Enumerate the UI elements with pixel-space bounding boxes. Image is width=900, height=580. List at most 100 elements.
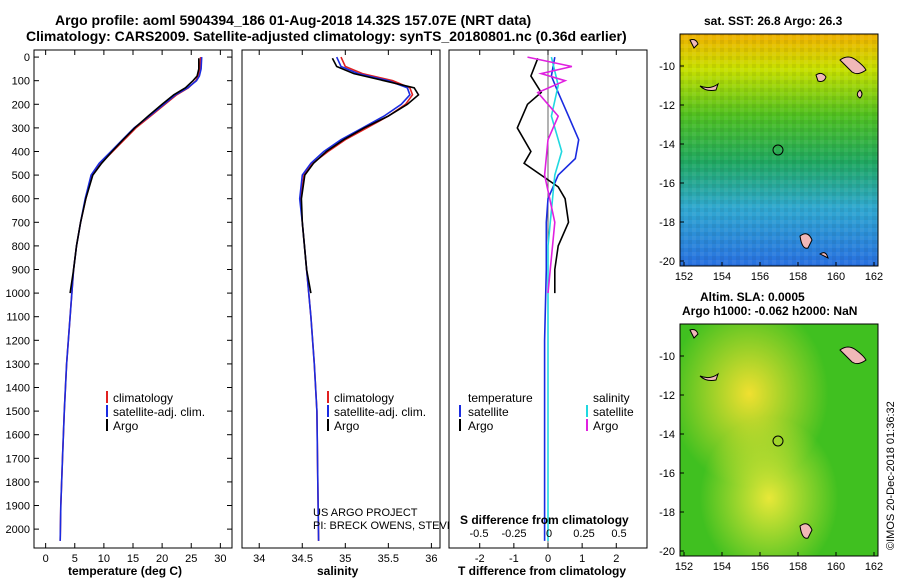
lat-tick-label: -12 bbox=[659, 100, 675, 112]
lon-tick-label: 158 bbox=[789, 271, 807, 283]
lat-tick-label: -10 bbox=[659, 61, 675, 73]
s-difference-label: S difference from climatology bbox=[460, 513, 629, 527]
depth-tick-label: 500 bbox=[12, 170, 30, 182]
depth-axis: 0 100 200 300 400 500 600 700 800 900 1000 1100 1200… bbox=[6, 52, 647, 536]
s-diff-tick-label: -0.5 bbox=[470, 528, 489, 540]
sst-map-title: sat. SST: 26.8 Argo: 26.3 bbox=[704, 14, 843, 28]
x-tick-label: 35.5 bbox=[378, 553, 399, 565]
depth-tick-label: 1400 bbox=[6, 383, 30, 395]
x-tick-label: 35 bbox=[339, 553, 351, 565]
legend-climatology-label: climatology bbox=[334, 391, 394, 405]
x-tick-label: 1 bbox=[579, 553, 585, 565]
s-diff-tick-label: 0.5 bbox=[611, 528, 626, 540]
x-tick-label: 30 bbox=[214, 553, 226, 565]
lat-tick-label: -10 bbox=[659, 351, 675, 363]
x-tick-label: -2 bbox=[475, 553, 485, 565]
lon-tick-label: 152 bbox=[675, 561, 693, 573]
x-tick-label: 25 bbox=[185, 553, 197, 565]
legend-argo-label: Argo bbox=[334, 419, 360, 433]
sst-map-frame bbox=[679, 33, 879, 267]
depth-tick-label: 1900 bbox=[6, 501, 30, 513]
lon-tick-label: 156 bbox=[751, 561, 769, 573]
sla-field-high2 bbox=[680, 324, 878, 556]
depth-tick-label: 200 bbox=[12, 99, 30, 111]
s-difference-axis: -0.5 -0.25 0 0.25 0.5 bbox=[470, 528, 627, 540]
depth-tick-label: 1200 bbox=[6, 335, 30, 347]
series-argo bbox=[69, 58, 200, 294]
temperature-series bbox=[59, 57, 203, 541]
depth-tick-label: 2000 bbox=[6, 524, 30, 536]
series-argo bbox=[300, 57, 420, 294]
lon-tick-label: 160 bbox=[827, 271, 845, 283]
depth-tick-label: 0 bbox=[24, 52, 30, 64]
x-tick-label: 0 bbox=[545, 553, 551, 565]
imos-watermark: ©IMOS 20-Dec-2018 01:36:32 bbox=[885, 401, 897, 550]
sst-argo-location-marker bbox=[772, 144, 784, 156]
salinity-panel: 34 34.5 35 35.5 36 salinity climatology sate… bbox=[241, 49, 570, 578]
sla-map-title1: Altim. SLA: 0.0005 bbox=[700, 290, 805, 304]
x-tick-label: -1 bbox=[509, 553, 519, 565]
depth-tick-label: 1600 bbox=[6, 430, 30, 442]
series-salinity-argo bbox=[527, 56, 573, 294]
lon-tick-label: 158 bbox=[789, 561, 807, 573]
salinity-plot-frame bbox=[241, 49, 441, 549]
salinity-series bbox=[298, 56, 420, 541]
depth-tick-label: 400 bbox=[12, 146, 30, 158]
x-tick-label: 34.5 bbox=[292, 553, 313, 565]
temperature-panel: 0100200300400500600700800900100011001200… bbox=[6, 49, 647, 578]
lon-tick-label: 156 bbox=[751, 271, 769, 283]
depth-tick-label: 800 bbox=[12, 241, 30, 253]
lat-tick-label: -12 bbox=[659, 390, 675, 402]
series-salinity-satellite bbox=[547, 56, 563, 541]
legend-temp-argo-label: Argo bbox=[468, 419, 494, 433]
x-tick-label: 15 bbox=[127, 553, 139, 565]
lat-tick-label: -14 bbox=[659, 429, 675, 441]
salinity-legend: climatology satellite-adj. clim. Argo bbox=[327, 391, 426, 433]
lon-tick-label: 154 bbox=[713, 271, 731, 283]
lat-tick-label: -20 bbox=[659, 546, 675, 558]
legend-climatology-label: climatology bbox=[113, 391, 173, 405]
sla-map-frame bbox=[679, 323, 879, 557]
legend-temperature-heading: temperature bbox=[468, 391, 533, 405]
depth-tick-label: 1800 bbox=[6, 477, 30, 489]
depth-tick-label: 1100 bbox=[6, 312, 30, 324]
depth-tick-label: 100 bbox=[12, 76, 30, 88]
depth-tick-label: 1500 bbox=[6, 406, 30, 418]
temperature-x-axis: 0 5 10 15 20 25 30 bbox=[43, 50, 226, 565]
legend-sal-satellite-label: satellite bbox=[593, 405, 634, 419]
s-diff-tick-label: 0.25 bbox=[573, 528, 594, 540]
depth-tick-label: 1700 bbox=[6, 453, 30, 465]
lon-tick-label: 160 bbox=[827, 561, 845, 573]
sla-map: Altim. SLA: 0.0005 Argo h1000: -0.062 h2… bbox=[659, 290, 883, 573]
depth-tick-label: 700 bbox=[12, 217, 30, 229]
difference-panel: -2 -1 0 1 2 T difference from climatology S … bbox=[448, 49, 648, 578]
lat-tick-label: -18 bbox=[659, 507, 675, 519]
lon-tick-label: 152 bbox=[675, 271, 693, 283]
legend-satellite-label: satellite-adj. clim. bbox=[334, 405, 426, 419]
lon-tick-label: 154 bbox=[713, 561, 731, 573]
depth-tick-label: 1300 bbox=[6, 359, 30, 371]
lat-tick-label: -16 bbox=[659, 468, 675, 480]
difference-series bbox=[516, 50, 580, 548]
temperature-plot-frame bbox=[33, 49, 233, 549]
depth-tick-label: 1000 bbox=[6, 288, 30, 300]
lat-tick-label: -18 bbox=[659, 217, 675, 229]
sst-field-texture bbox=[680, 34, 878, 266]
depth-tick-label: 300 bbox=[12, 123, 30, 135]
depth-tick-label: 600 bbox=[12, 194, 30, 206]
legend-satellite-label: satellite-adj. clim. bbox=[113, 405, 205, 419]
x-tick-label: 34 bbox=[253, 553, 265, 565]
legend-salinity-heading: salinity bbox=[593, 391, 630, 405]
sla-argo-location-marker bbox=[772, 435, 784, 447]
x-tick-label: 2 bbox=[613, 553, 619, 565]
lat-tick-label: -14 bbox=[659, 139, 675, 151]
t-difference-xlabel: T difference from climatology bbox=[458, 564, 626, 578]
sst-map: sat. SST: 26.8 Argo: 26.3 -10-12-14-16-1… bbox=[659, 14, 883, 283]
temperature-legend: climatology satellite-adj. clim. Argo bbox=[106, 391, 205, 433]
sla-map-title2: Argo h1000: -0.062 h2000: NaN bbox=[682, 304, 857, 318]
lon-tick-label: 162 bbox=[865, 561, 883, 573]
sla-land-south bbox=[799, 523, 813, 539]
